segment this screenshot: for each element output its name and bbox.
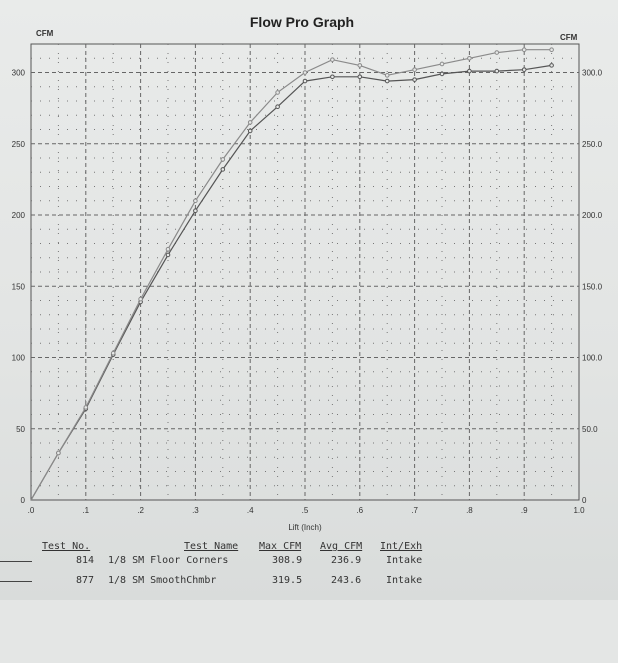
row-int-exh: Intake <box>386 575 423 586</box>
series-1-point <box>439 71 445 77</box>
y-left-tick-label: 300 <box>12 69 26 78</box>
series-1-point <box>193 208 198 214</box>
y-axis-right-label: CFM <box>560 33 578 42</box>
series-1-point <box>549 63 554 68</box>
y-right-tick-label: 200.0 <box>582 211 603 220</box>
series-2-point <box>384 73 390 78</box>
series-group <box>30 47 554 501</box>
series-2-point <box>138 296 143 302</box>
x-tick-label: .9 <box>521 506 528 515</box>
y-axis-right-ticks: 0 50.0 100.0 150.0 200.0 250.0 300.0 <box>582 69 603 506</box>
x-tick-label: 1.0 <box>573 506 585 515</box>
results-row: 814 1/8 SM Floor Corners 308.9 236.9 Int… <box>0 555 618 569</box>
series-1-point <box>302 78 308 84</box>
row-test-name: 1/8 SM SmoothChmbr <box>108 575 217 586</box>
series-1-point <box>494 68 500 74</box>
row-max-cfm: 319.5 <box>272 575 303 586</box>
x-tick-label: .5 <box>302 506 309 515</box>
series-2-point <box>56 450 61 456</box>
grid-lines <box>31 44 579 500</box>
series-2-point <box>193 198 198 204</box>
y-right-tick-label: 300.0 <box>582 69 603 78</box>
y-right-tick-label: 0 <box>582 496 587 505</box>
series-2-point <box>83 405 89 410</box>
series-1-point <box>165 252 171 258</box>
series-2-point <box>110 350 116 356</box>
chart-title: Flow Pro Graph <box>250 14 354 30</box>
row-max-cfm: 308.9 <box>272 555 303 566</box>
y-left-tick-label: 50 <box>16 425 25 434</box>
series-2-point <box>330 57 335 62</box>
header-max-cfm: Max CFM <box>259 541 302 552</box>
row-test-no: 814 <box>76 555 95 566</box>
y-right-tick-label: 100.0 <box>582 354 603 363</box>
series-2-point <box>302 70 308 75</box>
series-2-point <box>165 246 171 252</box>
x-tick-label: .1 <box>82 506 89 515</box>
y-left-tick-label: 200 <box>12 211 26 220</box>
x-tick-label: .4 <box>247 506 254 515</box>
results-row: 877 1/8 SM SmoothChmbr 319.5 243.6 Intak… <box>0 575 618 589</box>
row-avg-cfm: 236.9 <box>331 555 362 566</box>
x-tick-label: .8 <box>466 506 473 515</box>
header-test-name: Test Name <box>184 541 239 552</box>
header-avg-cfm: Avg CFM <box>320 541 363 552</box>
series-2-point <box>247 120 253 125</box>
y-axis-left-label: CFM <box>36 29 54 38</box>
y-left-tick-label: 0 <box>21 496 26 505</box>
x-tick-label: .7 <box>411 506 418 515</box>
series-1-point <box>467 68 472 74</box>
series-1-line-swatch <box>0 561 32 562</box>
series-1-point <box>521 67 527 72</box>
header-test-no: Test No. <box>42 541 91 552</box>
series-2-line <box>30 49 552 501</box>
y-right-tick-label: 150.0 <box>582 282 603 291</box>
row-avg-cfm: 243.6 <box>331 575 362 586</box>
y-left-tick-label: 100 <box>12 354 26 363</box>
series-2-point <box>521 47 527 53</box>
series-1-point <box>220 167 226 172</box>
series-2-line-swatch <box>0 581 32 582</box>
y-left-tick-label: 150 <box>12 282 26 291</box>
series-1-point <box>275 104 280 109</box>
y-right-tick-label: 250.0 <box>582 140 603 149</box>
y-right-tick-label: 50.0 <box>582 425 598 434</box>
series-2-point <box>439 61 445 67</box>
x-axis-ticks: .0 .1 .2 .3 .4 .5 .6 .7 .8 .9 1.0 <box>28 506 585 515</box>
series-2-point <box>549 47 554 53</box>
x-tick-label: .0 <box>28 506 35 515</box>
series-2-point <box>357 63 363 68</box>
series-1-point <box>384 78 390 84</box>
flow-chart: Flow Pro Graph CFM CFM 0 50 100 150 200 250 30… <box>12 14 603 532</box>
series-1-point <box>412 77 417 82</box>
row-test-name: 1/8 SM Floor Corners <box>108 555 229 566</box>
series-2-point <box>494 50 500 55</box>
y-axis-left-ticks: 0 50 100 150 200 250 300 <box>12 69 26 506</box>
row-test-no: 877 <box>76 575 95 586</box>
x-axis-label: Lift (Inch) <box>288 523 322 532</box>
results-header-row: Test No. Test Name Max CFM Avg CFM Int/E… <box>0 541 618 555</box>
series-1-point <box>247 128 253 134</box>
series-2-point <box>220 157 226 162</box>
y-left-tick-label: 250 <box>12 140 26 149</box>
series-1-point <box>357 74 363 80</box>
series-2-point <box>412 67 417 72</box>
x-tick-label: .3 <box>192 506 199 515</box>
series-1-line <box>30 64 552 501</box>
series-2-point <box>467 55 472 61</box>
x-tick-label: .2 <box>137 506 144 515</box>
row-int-exh: Intake <box>386 555 423 566</box>
header-int-exh: Int/Exh <box>380 541 423 552</box>
series-1-point <box>330 74 335 80</box>
x-tick-label: .6 <box>356 506 363 515</box>
series-2-point <box>275 90 280 95</box>
